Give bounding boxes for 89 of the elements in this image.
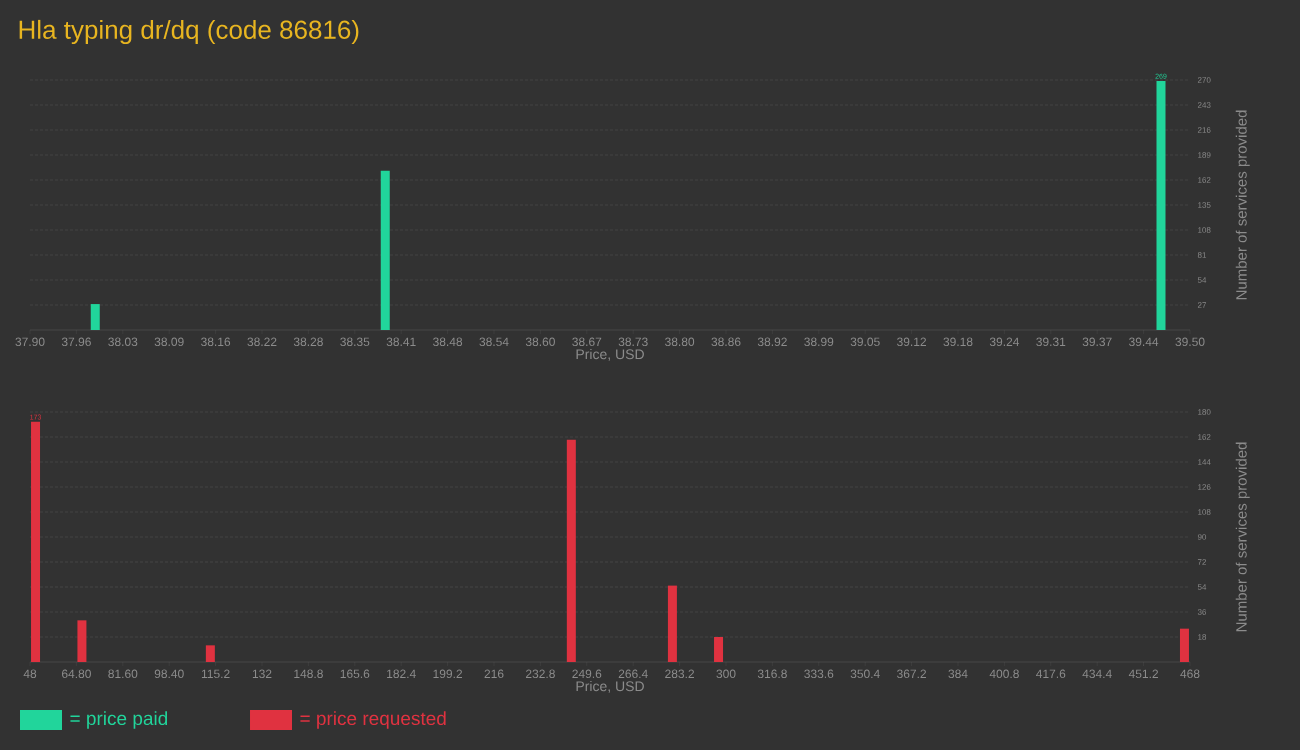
x-tick-label: 216 xyxy=(484,669,504,679)
y-tick-label: 54 xyxy=(1197,584,1207,590)
x-tick-label: 38.67 xyxy=(572,337,602,347)
x-tick-label: 199.2 xyxy=(433,669,462,679)
x-tick-label: 98.40 xyxy=(154,669,184,679)
y-tick-label: 162 xyxy=(1198,177,1211,183)
x-tick-label: 38.73 xyxy=(618,337,648,347)
y-tick-label: 36 xyxy=(1197,609,1207,615)
x-tick-label: 38.41 xyxy=(386,337,416,347)
x-tick-label: 333.6 xyxy=(804,669,834,679)
x-tick-label: 38.92 xyxy=(757,337,787,347)
bar xyxy=(90,304,100,330)
y-tick-label: 270 xyxy=(1197,77,1211,83)
x-tick-label: 39.50 xyxy=(1175,337,1205,347)
bar xyxy=(380,170,390,330)
x-tick-label: 39.12 xyxy=(897,337,927,347)
bar xyxy=(566,439,576,662)
x-tick-label: 38.16 xyxy=(201,337,231,347)
x-tick-label: 37.96 xyxy=(61,337,91,347)
y-tick-label: 81 xyxy=(1197,252,1207,258)
y-tick-label: 189 xyxy=(1198,152,1211,158)
bar xyxy=(714,637,724,662)
legend-label: = price requested xyxy=(300,711,446,729)
x-tick-label: 400.8 xyxy=(989,669,1019,679)
bar xyxy=(77,620,87,662)
x-tick-label: 451.2 xyxy=(1128,669,1158,679)
y-tick-label: 216 xyxy=(1197,127,1211,133)
x-tick-label: 38.09 xyxy=(154,337,184,347)
y-tick-label: 144 xyxy=(1198,459,1211,465)
x-tick-label: 37.90 xyxy=(15,337,45,347)
bar xyxy=(1179,628,1189,662)
y-tick-label: 126 xyxy=(1198,484,1211,490)
x-tick-label: 468 xyxy=(1180,669,1200,679)
x-tick-label: 283.2 xyxy=(665,669,694,679)
x-tick-label: 64.80 xyxy=(62,669,91,679)
y-tick-label: 108 xyxy=(1198,227,1211,233)
x-tick-label: 38.48 xyxy=(433,337,463,347)
y-tick-label: 135 xyxy=(1198,202,1211,208)
bar xyxy=(667,585,677,662)
x-tick-label: 115.2 xyxy=(201,669,230,679)
x-tick-label: 300 xyxy=(716,669,736,679)
bar xyxy=(205,645,215,662)
x-tick-label: 38.86 xyxy=(711,337,741,347)
chart-title: Hla typing dr/dq (code 86816) xyxy=(19,19,359,45)
y-tick-label: 90 xyxy=(1197,534,1207,540)
x-tick-label: 148.8 xyxy=(294,669,323,679)
y-tick-label: 162 xyxy=(1198,434,1211,440)
x-tick-label: 232.8 xyxy=(525,669,555,679)
x-tick-label: 39.44 xyxy=(1129,337,1159,347)
x-tick-label: 48 xyxy=(23,669,37,679)
x-tick-label: 81.60 xyxy=(108,669,138,679)
x-tick-label: 38.54 xyxy=(479,337,509,347)
x-tick-label: 182.4 xyxy=(387,669,416,679)
x-tick-label: 38.99 xyxy=(804,337,834,347)
x-tick-label: 367.2 xyxy=(897,669,926,679)
x-tick-label: 39.24 xyxy=(989,337,1020,347)
x-tick-label: 316.8 xyxy=(757,669,787,679)
x-tick-label: 38.03 xyxy=(108,337,138,347)
y-axis-title: Number of services provided xyxy=(1235,442,1250,632)
x-tick-label: 384 xyxy=(948,669,968,679)
x-tick-label: 38.35 xyxy=(340,337,370,347)
x-tick-label: 38.80 xyxy=(665,337,695,347)
x-tick-label: 39.37 xyxy=(1082,337,1112,347)
x-axis-title: Price, USD xyxy=(576,680,644,693)
x-tick-label: 38.28 xyxy=(293,337,323,347)
x-tick-label: 417.6 xyxy=(1036,669,1066,679)
x-tick-label: 350.4 xyxy=(850,669,880,679)
bar xyxy=(1156,80,1166,330)
x-tick-label: 132 xyxy=(252,669,272,679)
bar xyxy=(31,421,41,662)
x-tick-label: 266.4 xyxy=(618,669,648,679)
legend-label: = price paid xyxy=(70,711,168,729)
y-axis-title: Number of services provided xyxy=(1235,110,1250,300)
x-tick-label: 39.05 xyxy=(850,337,880,347)
y-tick-label: 27 xyxy=(1197,302,1207,308)
x-tick-label: 38.22 xyxy=(247,337,277,347)
y-tick-label: 18 xyxy=(1198,634,1207,640)
y-tick-label: 243 xyxy=(1197,102,1211,108)
y-tick-label: 180 xyxy=(1198,409,1211,415)
y-tick-label: 54 xyxy=(1197,277,1207,283)
x-tick-label: 434.4 xyxy=(1082,669,1112,679)
x-axis-title: Price, USD xyxy=(576,348,644,361)
y-tick-label: 108 xyxy=(1198,509,1211,515)
x-tick-label: 38.60 xyxy=(525,337,555,347)
y-tick-label: 72 xyxy=(1197,559,1207,565)
x-tick-label: 39.31 xyxy=(1036,337,1066,347)
x-tick-label: 39.18 xyxy=(943,337,973,347)
x-tick-label: 165.6 xyxy=(340,669,370,679)
x-tick-label: 249.6 xyxy=(572,669,602,679)
